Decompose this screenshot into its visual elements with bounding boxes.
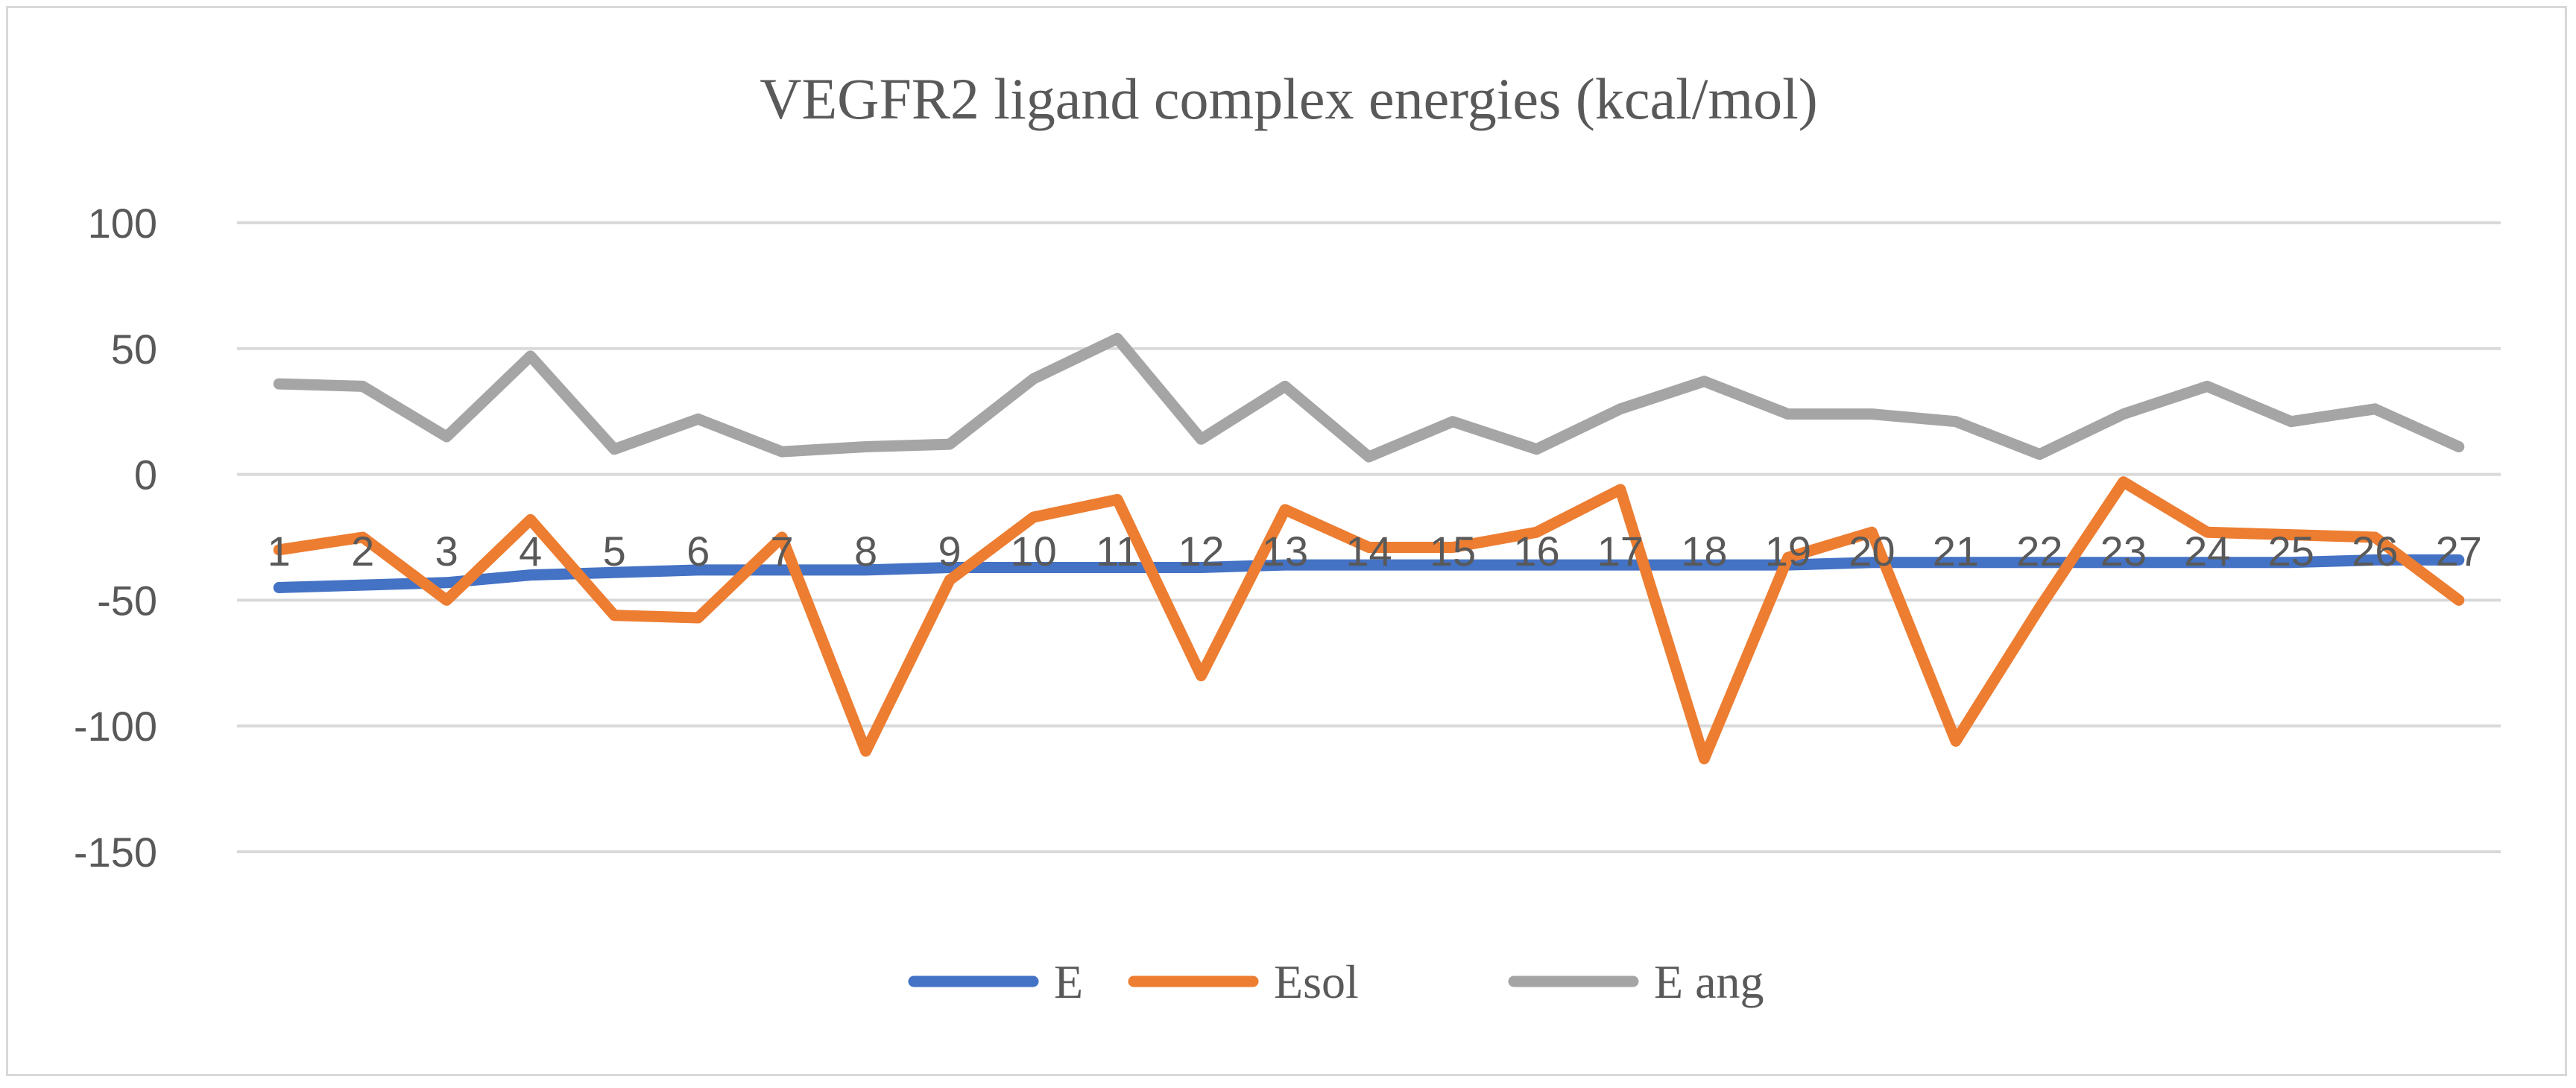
y-tick-label: -150 <box>74 829 157 876</box>
x-tick-label: 2 <box>351 528 374 575</box>
x-tick-label: 9 <box>938 528 962 575</box>
x-tick-label: 18 <box>1681 528 1727 575</box>
y-tick-label: -50 <box>97 577 157 624</box>
x-tick-label: 24 <box>2184 528 2230 575</box>
chart-frame: VEGFR2 ligand complex energies (kcal/mol… <box>6 6 2567 1076</box>
x-tick-label: 16 <box>1513 528 1559 575</box>
chart-svg: VEGFR2 ligand complex energies (kcal/mol… <box>74 66 2501 1008</box>
x-tick-label: 10 <box>1010 528 1056 575</box>
x-tick-label: 14 <box>1345 528 1392 575</box>
x-tick-label: 17 <box>1597 528 1644 575</box>
x-tick-label: 8 <box>854 528 877 575</box>
x-tick-label: 22 <box>2016 528 2062 575</box>
x-tick-label: 12 <box>1178 528 1224 575</box>
x-tick-label: 27 <box>2436 528 2482 575</box>
legend-label: Esol <box>1274 955 1359 1008</box>
x-tick-label: 25 <box>2268 528 2314 575</box>
x-tick-label: 23 <box>2100 528 2147 575</box>
x-tick-label: 15 <box>1430 528 1476 575</box>
x-tick-label: 7 <box>771 528 794 575</box>
x-tick-label: 1 <box>268 528 291 575</box>
series-line-esol <box>273 476 2465 765</box>
x-axis-ticks: 1 2 3 4 5 6 7 8 9 10 11 12 13 14 15 16 17 18 19 20 21 22 23 24 2… <box>268 528 2482 575</box>
series-lines <box>273 332 2465 765</box>
x-tick-label: 5 <box>603 528 626 575</box>
series-line-e-ang <box>273 332 2465 463</box>
x-tick-label: 6 <box>686 528 710 575</box>
x-tick-label: 21 <box>1933 528 1979 575</box>
y-tick-label: 50 <box>111 326 157 373</box>
x-tick-label: 19 <box>1765 528 1811 575</box>
x-tick-label: 26 <box>2352 528 2398 575</box>
y-axis-ticks: 100 50 0 -50 -100 -150 <box>74 200 157 876</box>
x-tick-label: 3 <box>435 528 458 575</box>
series-line-e <box>273 554 2465 593</box>
y-tick-label: 100 <box>88 200 157 247</box>
x-tick-label: 13 <box>1262 528 1308 575</box>
gridlines <box>237 221 2501 853</box>
x-tick-label: 4 <box>519 528 542 575</box>
legend-label: E ang <box>1654 955 1764 1008</box>
x-tick-label: 11 <box>1096 528 1139 575</box>
y-tick-label: -100 <box>74 703 157 750</box>
y-tick-label: 0 <box>134 452 157 499</box>
legend: E Esol E ang <box>908 955 1764 1008</box>
legend-label: E <box>1054 955 1083 1008</box>
x-tick-label: 20 <box>1849 528 1895 575</box>
chart-title: VEGFR2 ligand complex energies (kcal/mol… <box>760 66 1818 131</box>
